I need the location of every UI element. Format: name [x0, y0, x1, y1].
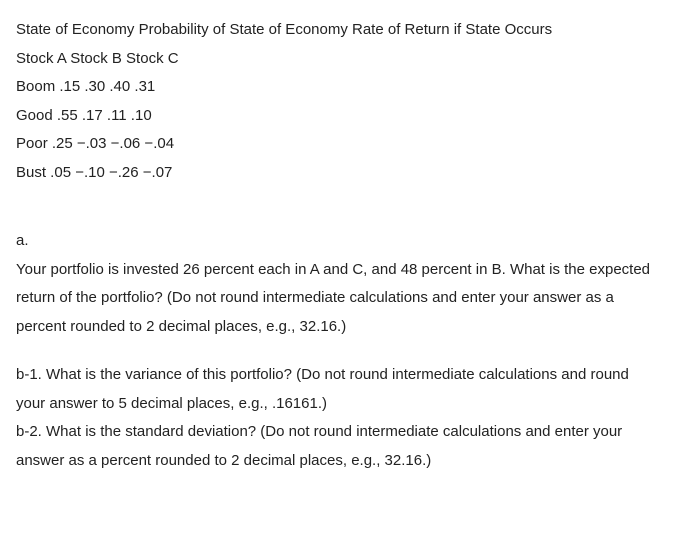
data-row-good: Good .55 .17 .11 .10	[16, 102, 680, 131]
spacer	[16, 341, 680, 361]
question-a-label: a.	[16, 227, 680, 256]
question-b1-text-1: b-1. What is the variance of this portfo…	[16, 361, 680, 390]
data-row-boom: Boom .15 .30 .40 .31	[16, 73, 680, 102]
spacer	[16, 187, 680, 227]
question-a-text-1: Your portfolio is invested 26 percent ea…	[16, 256, 680, 285]
header-line-1: State of Economy Probability of State of…	[16, 16, 680, 45]
question-a-text-3: percent rounded to 2 decimal places, e.g…	[16, 313, 680, 342]
question-b2-text-1: b-2. What is the standard deviation? (Do…	[16, 418, 680, 447]
question-b2-text-2: answer as a percent rounded to 2 decimal…	[16, 447, 680, 476]
question-b1-text-2: your answer to 5 decimal places, e.g., .…	[16, 390, 680, 419]
header-line-2: Stock A Stock B Stock C	[16, 45, 680, 74]
data-row-poor: Poor .25 −.03 −.06 −.04	[16, 130, 680, 159]
data-row-bust: Bust .05 −.10 −.26 −.07	[16, 159, 680, 188]
question-a-text-2: return of the portfolio? (Do not round i…	[16, 284, 680, 313]
